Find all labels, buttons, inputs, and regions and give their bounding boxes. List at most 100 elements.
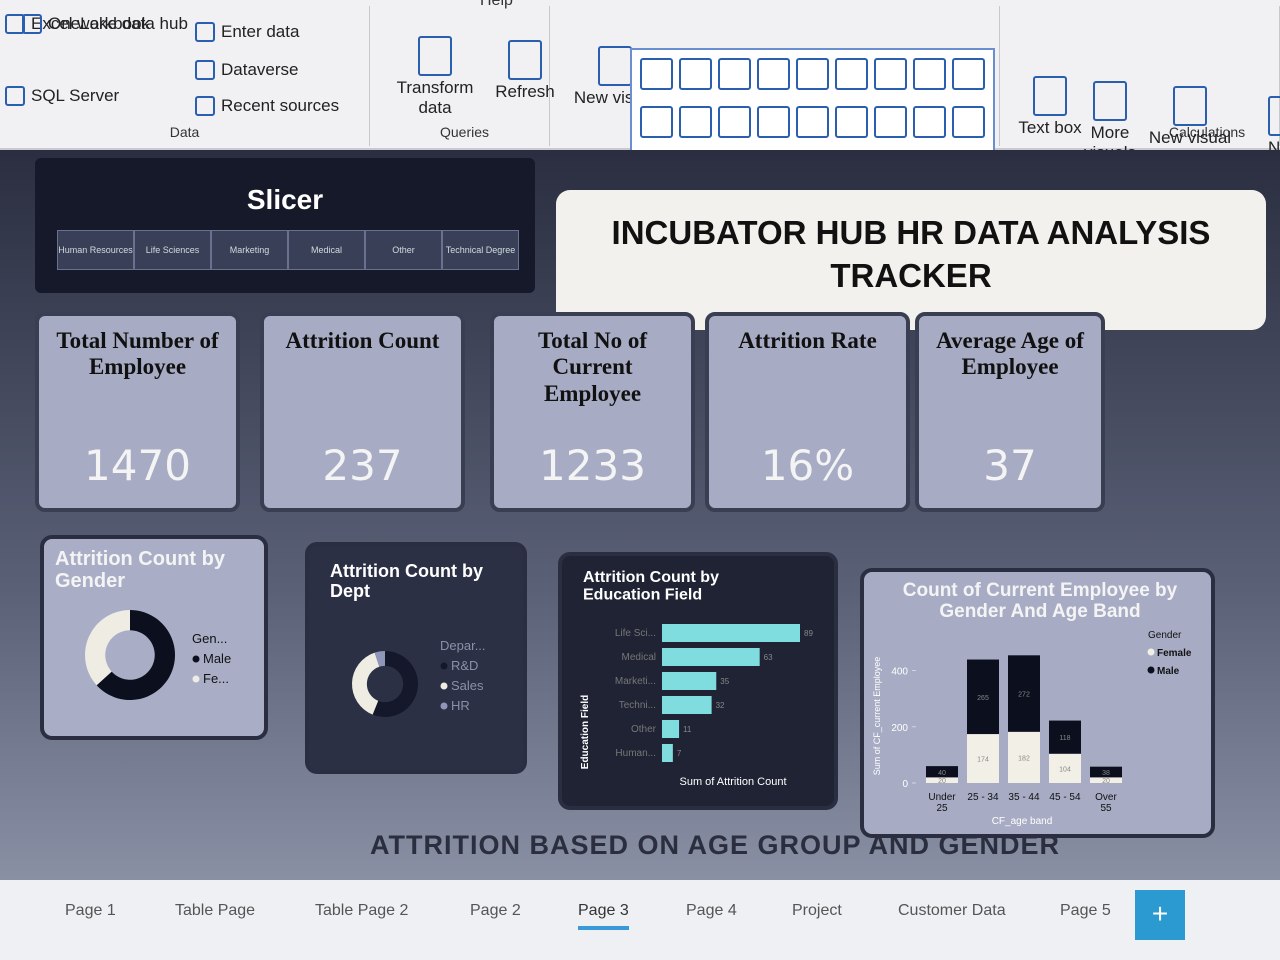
slicer-option[interactable]: Technical Degree [442, 230, 519, 270]
legend-marker [440, 702, 448, 710]
slicer-option[interactable]: Life Sciences [134, 230, 211, 270]
ribbon-button[interactable]: Transform data [390, 36, 480, 118]
visual-icon[interactable] [835, 58, 868, 90]
page-tab[interactable]: Page 1 [65, 902, 116, 919]
kpi-label: Total Number of Employee [56, 328, 219, 380]
visual-icon[interactable] [874, 106, 907, 138]
legend-title: Gen... [192, 631, 227, 646]
page-tab[interactable]: Page 2 [470, 902, 521, 919]
slicer-option[interactable]: Marketing [211, 230, 288, 270]
legend-label: HR [451, 698, 470, 713]
visual-icon[interactable] [913, 58, 946, 90]
ribbon-button[interactable]: Recent sources [195, 96, 339, 116]
stacked-bar [1008, 731, 1040, 783]
value-label: 20 [938, 778, 946, 785]
slicer-option[interactable]: Medical [288, 230, 365, 270]
legend-label: R&D [451, 658, 478, 673]
icon [1093, 81, 1127, 121]
visual-icon[interactable] [952, 58, 985, 90]
visual-icon[interactable] [640, 106, 673, 138]
value-label: 89 [804, 629, 813, 638]
legend-marker [440, 662, 448, 670]
card-background [305, 542, 527, 774]
ribbon-button[interactable]: Dataverse [195, 60, 298, 80]
page-tab[interactable]: Table Page [175, 902, 256, 919]
icon [195, 22, 215, 42]
value-label: 104 [1059, 766, 1071, 773]
visual-icon[interactable] [796, 106, 829, 138]
bar [662, 672, 717, 690]
stacked-bar [967, 734, 999, 783]
visual-icon[interactable] [835, 106, 868, 138]
bar [662, 720, 680, 738]
icon [508, 40, 542, 80]
donut-slice [352, 652, 380, 715]
kpi-label: Average Age of Employee [936, 328, 1084, 380]
report-title: INCUBATOR HUB HR DATA ANALYSIS TRACKER [556, 190, 1266, 330]
dept-chart: Attrition Count by Dept Depar... R&D Sales HR [305, 542, 527, 774]
kpi-card: Total No of Current Employee 1233 [490, 312, 695, 512]
x-axis-label: CF_age band [992, 816, 1053, 827]
value-label: 118 [1059, 735, 1070, 742]
icon [1268, 96, 1280, 136]
visual-icon[interactable] [679, 58, 712, 90]
slicer-option[interactable]: Human Resources [57, 230, 134, 270]
ribbon-button[interactable]: OneLake data hub [22, 14, 188, 34]
ribbon-button[interactable]: Excel workbook [5, 14, 150, 34]
category-label: Other [631, 724, 657, 735]
value-label: 272 [1018, 692, 1030, 699]
page-tab[interactable]: Page 5 [1060, 902, 1111, 919]
group-label: Queries [439, 124, 490, 140]
page-tab[interactable]: Page 4 [686, 902, 737, 919]
icon [195, 60, 215, 80]
button-label: Dataverse [221, 60, 299, 79]
donut-slice [85, 610, 130, 686]
page-tab[interactable]: Project [792, 902, 842, 919]
ribbon-button[interactable]: Refresh [480, 40, 570, 102]
visual-icon[interactable] [796, 58, 829, 90]
visual-icon[interactable] [679, 106, 712, 138]
icon [5, 14, 25, 34]
visual-icon[interactable] [718, 58, 751, 90]
legend-marker [1147, 648, 1155, 656]
visual-icon[interactable] [757, 58, 790, 90]
slicer-title: Slicer [246, 184, 324, 215]
visual-icon[interactable] [952, 106, 985, 138]
x-tick-label: 45 - 54 [1049, 792, 1081, 803]
x-tick-label: 25 - 34 [967, 792, 999, 803]
button-label: Transform data [396, 78, 474, 117]
group-label: Calculations [1168, 124, 1246, 140]
ribbon-group: Data Excel workbook OneLake data hub SQL Se… [0, 6, 370, 146]
ribbon-button[interactable]: Text box [1005, 76, 1095, 138]
visual-icon[interactable] [913, 106, 946, 138]
ribbon-button[interactable]: SQL Server [5, 86, 119, 106]
slicer-option[interactable]: Other [365, 230, 442, 270]
button-label: Refresh [495, 82, 555, 101]
kpi-label: Attrition Rate [738, 328, 877, 353]
value-label: 40 [938, 770, 946, 777]
legend-marker [1147, 666, 1155, 674]
visual-icon[interactable] [640, 58, 673, 90]
help-menu[interactable]: Help [480, 0, 513, 9]
chart-title: Count of Current Employee by Gender And A… [903, 580, 1178, 622]
donut-slice [372, 651, 418, 717]
kpi-value: 16% [760, 441, 855, 490]
ribbon-group: Queries Transform data Refresh [380, 6, 555, 146]
button-label: Text box [1018, 118, 1082, 137]
value-label: 182 [1018, 755, 1030, 762]
add-page-button[interactable]: + [1135, 890, 1185, 940]
visual-icon[interactable] [718, 106, 751, 138]
legend-label: Male [203, 651, 231, 666]
visual-icon[interactable] [757, 106, 790, 138]
ribbon-button[interactable]: Enter data [195, 22, 299, 42]
value-label: 265 [977, 695, 989, 702]
category-label: Marketi... [615, 676, 656, 687]
bar [662, 744, 673, 762]
page-tab[interactable]: Page 3 [578, 902, 629, 930]
visual-icon[interactable] [874, 58, 907, 90]
page-tabs: Page 1 Table Page Table Page 2 Page 2 Page 3… [0, 880, 1280, 960]
page-tab[interactable]: Table Page 2 [315, 902, 409, 919]
page-tab[interactable]: Customer Data [898, 902, 1006, 919]
slicer-panel: Slicer Human Resources Life Sciences Market… [35, 158, 535, 293]
